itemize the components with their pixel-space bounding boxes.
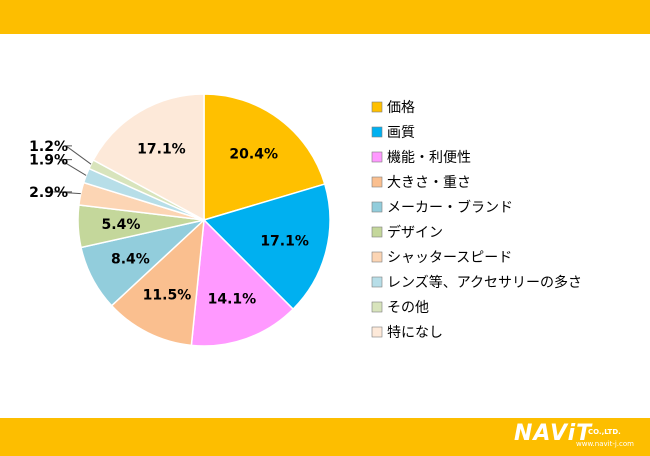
legend-swatch (371, 126, 383, 138)
pie-slices (77, 93, 331, 347)
legend-label: 大きさ・重さ (387, 175, 471, 191)
legend-swatch (371, 251, 383, 263)
slice-data-label: 20.4% (229, 146, 278, 162)
slice-data-label: 5.4% (102, 217, 141, 233)
legend-swatch (371, 301, 383, 313)
bottom-banner (0, 418, 650, 456)
leader-line (53, 191, 81, 195)
legend-swatch (371, 276, 383, 288)
company-logo: NAViT CO.,LTD. www.navit-j.com (514, 422, 636, 452)
legend-label: 特になし (387, 325, 443, 341)
slice-data-label: 11.5% (143, 287, 192, 303)
legend-label: その他 (387, 300, 429, 316)
legend-label: 機能・利便性 (387, 150, 471, 166)
slice-data-label: 17.1% (137, 142, 186, 158)
leader-lines (53, 145, 92, 195)
legend-swatch (371, 226, 383, 238)
legend-swatch (371, 201, 383, 213)
slice-data-label: 1.2% (29, 139, 68, 155)
slice-data-label: 1.9% (29, 153, 68, 169)
logo-main-text: NAViT (514, 421, 593, 446)
legend-label: シャッタースピード (387, 250, 512, 266)
legend-label: メーカー・ブランド (387, 199, 513, 216)
slice-data-label: 8.4% (111, 252, 150, 268)
pie-slice (203, 93, 326, 222)
legend-swatch (371, 176, 383, 188)
pie-slice (92, 93, 205, 222)
legend-label: レンズ等、アクセサリーの多さ (387, 274, 582, 291)
leader-line (64, 145, 92, 165)
pie-slice (202, 183, 331, 311)
legend-swatch (371, 151, 383, 163)
leader-line (58, 159, 87, 176)
legend-swatch (371, 101, 383, 113)
slice-data-label: 2.9% (29, 185, 68, 201)
slice-data-label: 17.1% (260, 233, 309, 249)
pie-slice (110, 218, 205, 347)
logo-company-text: CO.,LTD. (588, 428, 621, 436)
legend-swatch (371, 326, 383, 338)
slice-data-label: 14.1% (208, 291, 257, 307)
legend-label: 価格 (387, 100, 415, 116)
legend-label: デザイン (387, 224, 443, 241)
top-banner (0, 0, 650, 34)
logo-url-text: www.navit-j.com (576, 440, 634, 448)
pie-slice (190, 218, 295, 347)
slice-labels: 20.4% 17.1% 14.1% 11.5% 8.4% 5.4% 2.9% 1.9%1.2%… (29, 139, 309, 308)
legend: 価格画質機能・利便性大きさ・重さメーカー・ブランドデザインシャッタースピードレン… (371, 100, 582, 341)
legend-label: 画質 (387, 125, 415, 141)
